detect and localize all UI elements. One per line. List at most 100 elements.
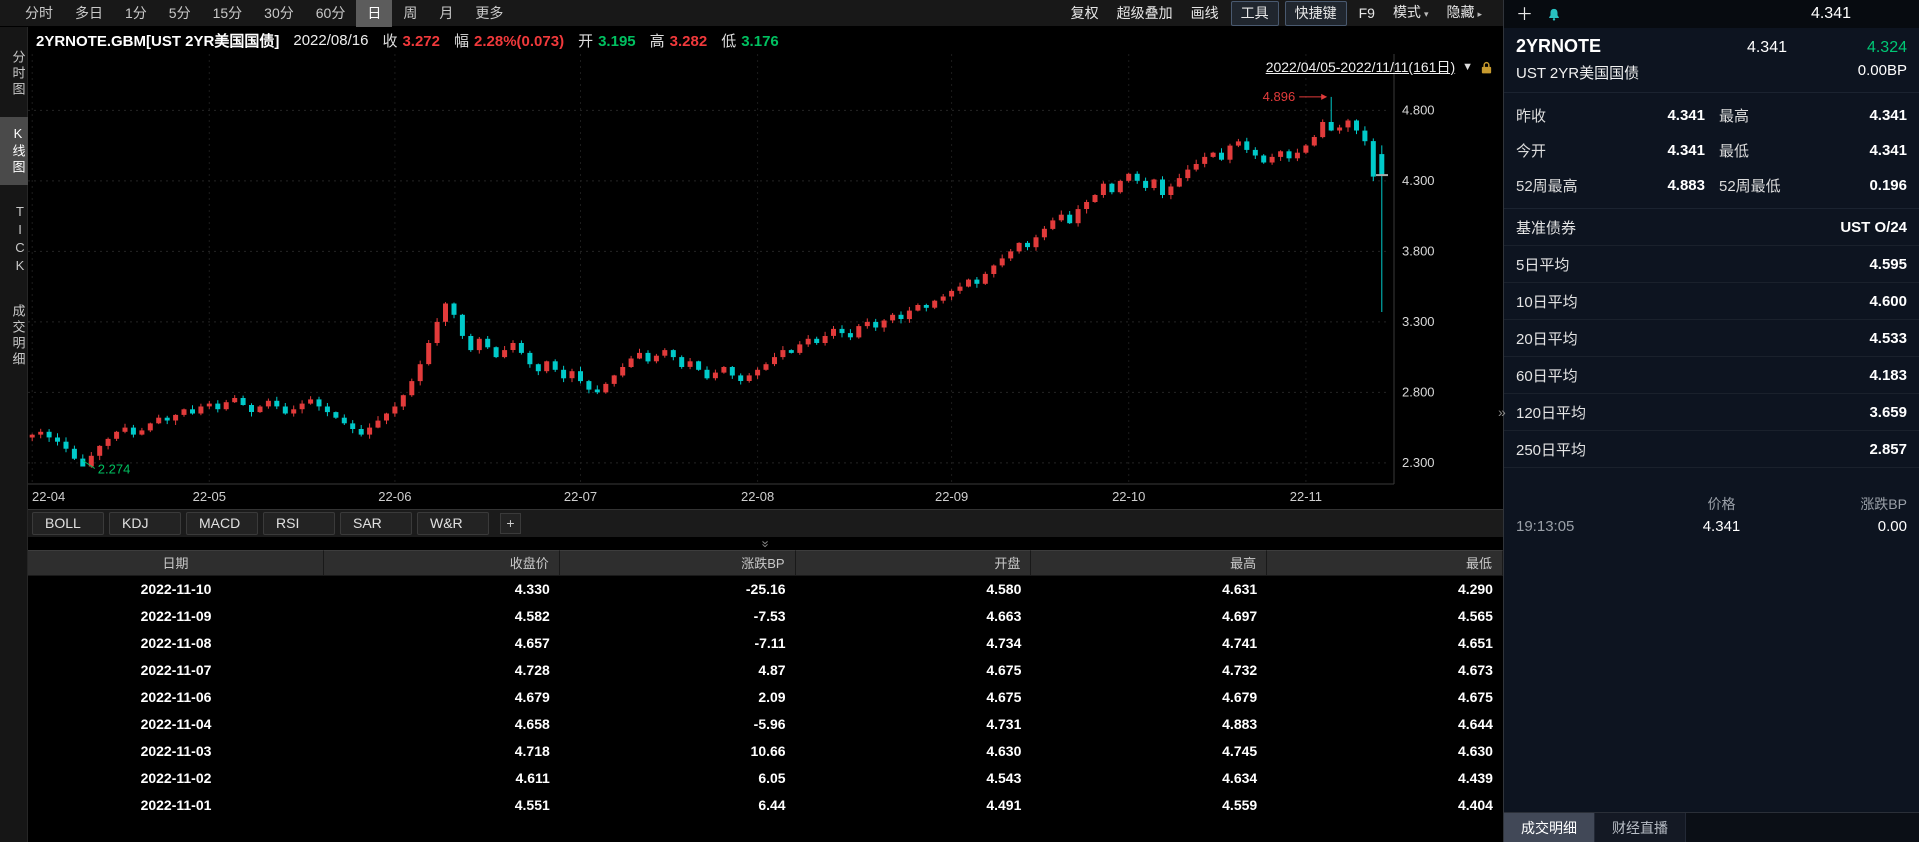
period-tab-1[interactable]: 多日 <box>75 4 103 21</box>
period-tab-0[interactable]: 分时 <box>25 4 53 21</box>
table-row[interactable]: 2022-11-06 4.679 2.09 4.675 4.679 4.675 <box>28 684 1503 711</box>
tick-change-header: 涨跌BP <box>1860 496 1907 512</box>
tool-button-2[interactable]: 画线 <box>1190 4 1219 21</box>
period-tab-4[interactable]: 15分 <box>212 4 243 21</box>
sidebar-tab-2[interactable]: TICK <box>12 204 28 276</box>
average-value: 3.659 <box>1869 403 1907 421</box>
add-indicator-button[interactable]: + <box>500 513 521 534</box>
row-date: 2022-11-02 <box>140 770 212 786</box>
benchmark-row: 基准债券 UST O/24 <box>1504 209 1919 246</box>
quote-yield: 4.324 <box>1866 39 1907 56</box>
quote-line-1: 2YRNOTE 4.341 4.324 <box>1504 28 1919 60</box>
info-field-label: 开 <box>578 33 594 50</box>
tick-price-header: 价格 <box>1707 496 1736 512</box>
row-date: 2022-11-07 <box>140 662 212 678</box>
period-tab-10[interactable]: 更多 <box>475 4 504 21</box>
sidebar-tab-1[interactable]: K线图 <box>0 117 28 185</box>
content: 分时图 K线图 TICK 成交明细 2YRNOTE.GBM[UST 2YR美国国债] … <box>0 27 1503 842</box>
stat-label: 52周最低 <box>1719 178 1781 195</box>
lock-icon[interactable] <box>1480 60 1493 75</box>
tool-button-4[interactable]: 快捷键 <box>1284 0 1347 26</box>
table-row[interactable]: 2022-11-03 4.718 10.66 4.630 4.745 4.630 <box>28 738 1503 765</box>
indicator-button-5[interactable]: W&R <box>417 512 489 535</box>
stat-label: 今开 <box>1516 143 1547 160</box>
info-field-4: 低 3.176 <box>721 30 779 51</box>
tick-quote-row[interactable]: 19:13:05 4.341 0.00 <box>1504 516 1919 537</box>
bell-icon[interactable] <box>1547 7 1561 22</box>
tool-button-0[interactable]: 复权 <box>1070 4 1099 21</box>
row-value: 4.741 <box>1222 635 1258 651</box>
svg-text:22-05: 22-05 <box>193 489 226 504</box>
indicator-bar: BOLL KDJ MACD RSI SAR W&R + <box>28 509 1503 537</box>
table-row[interactable]: 2022-11-02 4.611 6.05 4.543 4.634 4.439 <box>28 765 1503 792</box>
panel-tab-0[interactable]: 成交明细 <box>1504 813 1595 842</box>
sidebar-tab-3[interactable]: 成交明细 <box>10 304 26 368</box>
row-value: 4.582 <box>514 608 550 624</box>
indicator-button-3[interactable]: RSI <box>263 512 335 535</box>
period-tab-7[interactable]: 日 <box>356 0 393 27</box>
quote-line-2: UST 2YR美国国债 0.00BP <box>1504 60 1919 93</box>
indicator-button-1[interactable]: KDJ <box>109 512 181 535</box>
toolbar-tools: 复权 超级叠加 画线 工具 快捷键 F9 模式 ▾ 隐藏 ▸ <box>1062 0 1503 26</box>
period-tab-2[interactable]: 1分 <box>125 4 147 21</box>
kline-chart[interactable]: 4.800 4.300 3.800 3.300 2.800 2.300 22-04 22-05… <box>28 54 1503 509</box>
stat-value: 4.341 <box>1869 107 1907 124</box>
tool-button-7[interactable]: 隐藏 ▸ <box>1446 3 1482 20</box>
add-watch-icon[interactable]: ＋ <box>1516 4 1533 24</box>
period-tab-9[interactable]: 月 <box>439 4 454 21</box>
table-row[interactable]: 2022-11-07 4.728 4.87 4.675 4.732 4.673 <box>28 657 1503 684</box>
stat-label: 最高 <box>1719 108 1750 125</box>
tool-button-1[interactable]: 超级叠加 <box>1116 4 1173 21</box>
table-row[interactable]: 2022-11-10 4.330 -25.16 4.580 4.631 4.290 <box>28 576 1503 603</box>
quote-price: 4.341 <box>1746 39 1787 56</box>
table-row[interactable]: 2022-11-01 4.551 6.44 4.491 4.559 4.404 <box>28 792 1503 819</box>
chevron-down-icon[interactable]: ▼ <box>1462 61 1473 73</box>
average-label: 20日平均 <box>1516 330 1578 348</box>
row-value: 4.658 <box>514 716 550 732</box>
row-value: 4.732 <box>1222 662 1258 678</box>
svg-text:4.800: 4.800 <box>1402 102 1435 117</box>
tool-button-6[interactable]: 模式 ▾ <box>1392 3 1429 20</box>
infobar: 2YRNOTE.GBM[UST 2YR美国国债] 2022/08/16 收 3.2… <box>28 27 1503 54</box>
date-range-selector[interactable]: 2022/04/05-2022/11/11(161日) <box>1265 59 1456 75</box>
svg-text:22-11: 22-11 <box>1290 489 1322 504</box>
average-label: 120日平均 <box>1516 404 1587 422</box>
indicator-button-2[interactable]: MACD <box>186 512 258 535</box>
row-value: 4.675 <box>986 662 1022 678</box>
tick-time: 19:13:05 <box>1516 518 1575 535</box>
row-value: 4.551 <box>514 797 550 813</box>
sidebar-tab-0[interactable]: 分时图 <box>10 50 26 98</box>
tool-button-3[interactable]: 工具 <box>1230 0 1279 26</box>
tool-button-5[interactable]: F9 <box>1358 4 1375 21</box>
row-value: 4.673 <box>1457 662 1493 678</box>
panel-collapse-handle[interactable]: » <box>1498 404 1506 420</box>
table-row[interactable]: 2022-11-04 4.658 -5.96 4.731 4.883 4.644 <box>28 711 1503 738</box>
period-tab-6[interactable]: 60分 <box>315 4 346 21</box>
period-tab-8[interactable]: 周 <box>403 4 418 21</box>
average-row: 20日平均 4.533 <box>1504 320 1919 357</box>
indicator-button-4[interactable]: SAR <box>340 512 412 535</box>
info-field-1: 幅 2.28%(0.073) <box>454 30 564 51</box>
period-tab-5[interactable]: 30分 <box>264 4 294 21</box>
stat-value: 4.341 <box>1667 142 1705 159</box>
table-row[interactable]: 2022-11-08 4.657 -7.11 4.734 4.741 4.651 <box>28 630 1503 657</box>
period-tab-3[interactable]: 5分 <box>168 4 191 21</box>
table-row[interactable]: 2022-11-09 4.582 -7.53 4.663 4.697 4.565 <box>28 603 1503 630</box>
row-value: 4.565 <box>1457 608 1493 624</box>
indicator-button-0[interactable]: BOLL <box>32 512 104 535</box>
info-field-2: 开 3.195 <box>578 30 636 51</box>
info-field-value: 2.28%(0.073) <box>474 33 565 50</box>
info-field-3: 高 3.282 <box>650 30 708 51</box>
row-value: 4.745 <box>1222 743 1258 759</box>
table-header-cell: 最高 <box>1031 550 1268 576</box>
chart-column: 2YRNOTE.GBM[UST 2YR美国国债] 2022/08/16 收 3.2… <box>28 27 1503 842</box>
quote-symbol: 2YRNOTE <box>1516 36 1602 56</box>
average-row: 10日平均 4.600 <box>1504 283 1919 320</box>
average-value: 4.533 <box>1869 329 1907 347</box>
benchmark-value: UST O/24 <box>1840 218 1907 236</box>
info-field-value: 3.282 <box>669 33 708 50</box>
panel-tab-1[interactable]: 财经直播 <box>1595 813 1686 842</box>
average-value: 4.595 <box>1869 255 1907 273</box>
row-date: 2022-11-09 <box>140 608 212 624</box>
table-collapse-handle[interactable]: » <box>28 537 1503 550</box>
